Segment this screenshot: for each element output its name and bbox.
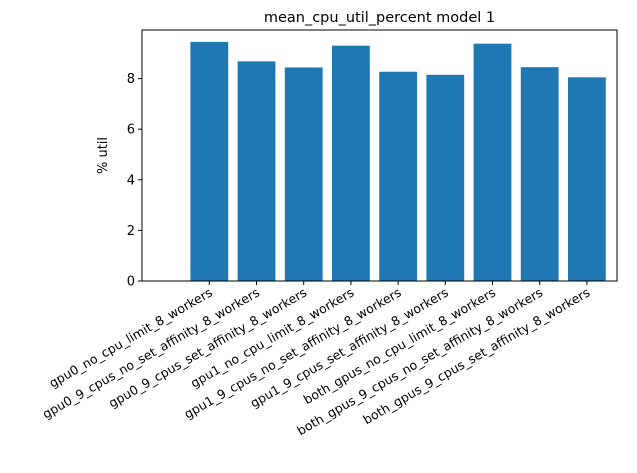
bars-group — [190, 41, 606, 282]
bar-gpu0_no_cpu_limit_8_workers — [190, 41, 229, 281]
bar-both_gpus_9_cpus_set_affinity_8_workers — [568, 77, 606, 281]
y-tick-label: 8 — [127, 72, 135, 87]
bar-gpu1_9_cpus_set_affinity_8_workers — [426, 74, 465, 282]
bar-gpu1_9_cpus_no_set_affinity_8_workers — [379, 71, 417, 281]
bar-both_gpus_no_cpu_limit_8_workers — [473, 43, 512, 282]
chart-title: mean_cpu_util_percent model 1 — [264, 10, 495, 26]
y-tick-label: 4 — [127, 173, 135, 188]
plot-frame — [141, 29, 618, 282]
x-axis-ticks: gpu0_no_cpu_limit_8_workersgpu0_9_cpus_n… — [40, 281, 592, 438]
y-tick-label: 2 — [127, 224, 135, 239]
y-tick-label: 6 — [127, 123, 135, 138]
y-axis-label: % util — [96, 137, 111, 174]
y-tick-label: 0 — [127, 275, 135, 290]
bar-gpu0_9_cpus_no_set_affinity_8_workers — [237, 61, 276, 281]
bar-gpu1_no_cpu_limit_8_workers — [332, 45, 370, 281]
y-axis-ticks: 0 2 4 6 8 — [127, 72, 142, 290]
bar-gpu0_9_cpus_set_affinity_8_workers — [284, 67, 323, 282]
bar-both_gpus_9_cpus_no_set_affinity_8_workers — [520, 67, 559, 282]
